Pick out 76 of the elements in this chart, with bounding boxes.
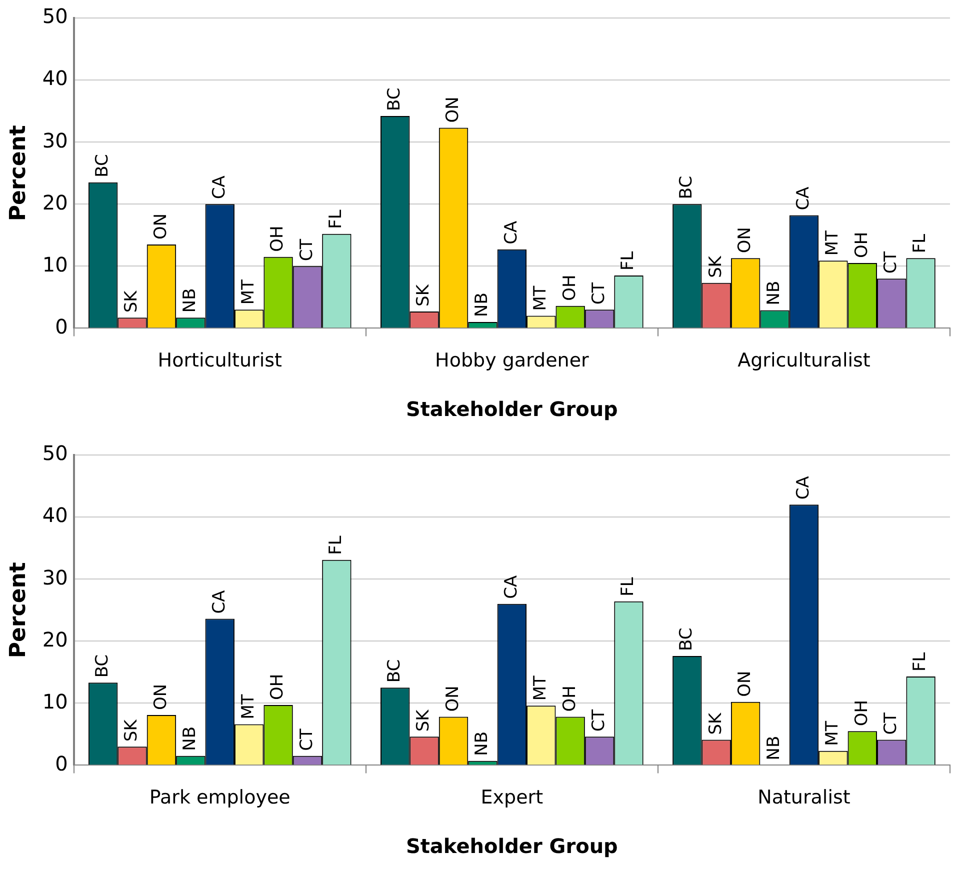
text: CA	[501, 575, 522, 599]
x-tick-label: Hobby gardener	[435, 350, 590, 372]
text: NB	[764, 736, 784, 760]
text: OH	[268, 674, 288, 700]
text: FL	[326, 535, 346, 555]
text: ON	[442, 96, 463, 123]
x-tick-label: Horticulturist	[158, 350, 282, 372]
text: BC	[92, 154, 112, 178]
text: FL	[910, 652, 930, 672]
text: CT	[296, 238, 317, 262]
y-axis-title: Percent	[6, 562, 31, 658]
text: CA	[209, 590, 230, 614]
x-tick-label: Park employee	[149, 786, 290, 809]
text: NB	[472, 731, 492, 756]
y-tick-label: 30	[42, 128, 68, 152]
x-tick-label: Naturalist	[758, 786, 850, 809]
text: ON	[150, 684, 171, 710]
text: CA	[501, 220, 522, 244]
text: SK	[706, 712, 726, 735]
text: OH	[268, 226, 288, 252]
text: CT	[881, 251, 902, 274]
y-tick-label: 0	[55, 751, 68, 776]
text: CA	[209, 175, 230, 200]
text: CT	[588, 282, 609, 305]
text: CT	[881, 712, 902, 735]
y-tick-label: 10	[42, 689, 68, 714]
text: CT	[296, 728, 317, 751]
text: MT	[238, 278, 258, 305]
text: SK	[122, 290, 142, 313]
x-tick-label: Expert	[480, 786, 544, 809]
text: NB	[472, 292, 492, 317]
text: NB	[764, 280, 784, 306]
text: FL	[910, 234, 930, 254]
x-axis-title: Stakeholder Group	[406, 397, 618, 422]
text: OH	[852, 232, 872, 258]
text: NB	[180, 288, 200, 313]
y-tick-label: 10	[42, 252, 68, 276]
text: OH	[560, 686, 580, 712]
text: ON	[734, 226, 755, 254]
y-tick-label: 40	[42, 66, 68, 90]
y-tick-label: 20	[42, 627, 68, 652]
text: NB	[180, 726, 200, 751]
text: FL	[618, 577, 638, 596]
text: CT	[588, 709, 609, 732]
text: ON	[150, 213, 171, 240]
y-axis-title: Percent	[6, 124, 31, 222]
text: OH	[560, 274, 580, 301]
y-tick-label: 50	[42, 441, 68, 466]
text: MT	[530, 286, 551, 311]
y-tick-label: 0	[55, 314, 68, 338]
text: MT	[530, 676, 551, 701]
text: CA	[793, 476, 814, 500]
text: BC	[384, 659, 405, 683]
text: BC	[676, 628, 697, 652]
text: FL	[326, 209, 346, 229]
y-tick-label: 40	[42, 503, 68, 528]
text: OH	[852, 700, 872, 726]
y-tick-label: 20	[42, 190, 68, 214]
text: MT	[822, 230, 843, 256]
text: ON	[734, 670, 755, 697]
text: MT	[238, 694, 258, 720]
text: BC	[676, 176, 697, 200]
y-tick-label: 50	[42, 4, 68, 28]
text: SK	[706, 256, 726, 278]
x-tick-label: Agriculturalist	[738, 350, 870, 372]
x-axis-title: Stakeholder Group	[406, 834, 618, 858]
text: SK	[122, 718, 142, 742]
text: BC	[384, 88, 405, 112]
text: CA	[793, 186, 814, 210]
y-tick-label: 30	[42, 565, 68, 590]
text: SK	[414, 710, 434, 732]
text: SK	[414, 284, 434, 306]
text: BC	[92, 654, 112, 678]
text: ON	[442, 686, 463, 712]
text: MT	[822, 720, 843, 746]
text: FL	[618, 251, 638, 270]
